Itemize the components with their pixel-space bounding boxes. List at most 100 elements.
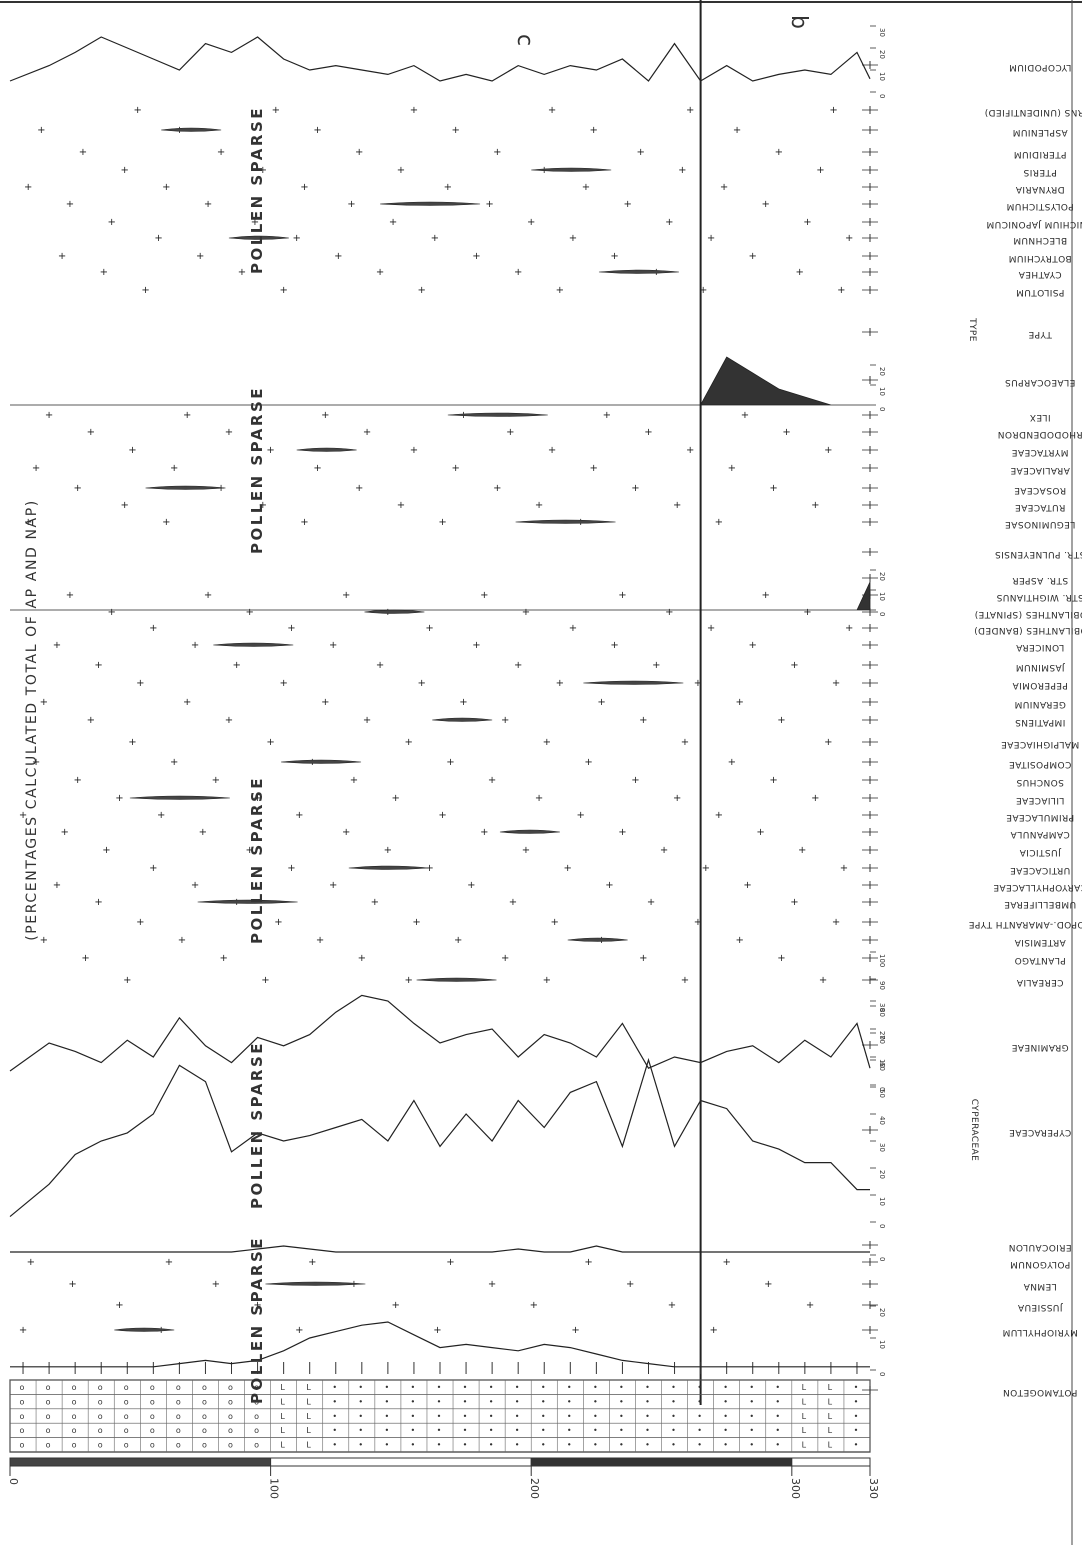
sparse-marker: + (775, 147, 783, 158)
sparse-marker: + (569, 233, 577, 244)
lithology-symbol: • (541, 1441, 546, 1450)
sparse-marker: + (259, 165, 267, 176)
lithology-symbol: • (671, 1397, 676, 1406)
lithology-symbol: • (411, 1383, 416, 1392)
lithology-symbol: o (98, 1412, 103, 1421)
sparse-marker: + (639, 953, 647, 964)
sparse-marker: + (162, 517, 170, 528)
taxon-label: ILEX (1029, 412, 1050, 422)
sparse-spindle (583, 680, 684, 685)
sparse-marker: + (170, 757, 178, 768)
sparse-marker: + (790, 660, 798, 671)
sparse-spindle (228, 235, 289, 240)
sparse-marker: + (292, 233, 300, 244)
scale-tick-label: 20 (878, 1308, 886, 1317)
lithology-symbol: o (150, 1426, 155, 1435)
sparse-marker: + (259, 500, 267, 511)
lithology-symbol: • (463, 1412, 468, 1421)
sparse-marker: + (358, 953, 366, 964)
sparse-marker: + (253, 793, 261, 804)
sparse-marker: + (845, 233, 853, 244)
lithology-symbol: • (463, 1426, 468, 1435)
sparse-marker: + (107, 217, 115, 228)
lithology-symbol: • (489, 1397, 494, 1406)
sparse-marker: + (501, 715, 509, 726)
lithology-symbol: • (437, 1383, 442, 1392)
sparse-spindle (145, 485, 226, 490)
taxon-label: CYPERACEAE (1009, 1127, 1071, 1137)
lithology-symbol: • (463, 1397, 468, 1406)
sparse-marker: + (782, 427, 790, 438)
taxon-label: STR. PULNEYENSIS (995, 549, 1082, 559)
sparse-marker: + (134, 105, 142, 116)
lithology-symbol: L (802, 1397, 807, 1406)
sparse-marker: + (115, 1300, 123, 1311)
group-label: POLLEN SPARSE (248, 106, 266, 274)
sparse-marker: + (749, 251, 757, 262)
lithology-symbol: • (358, 1412, 363, 1421)
lithology-symbol: o (176, 1412, 181, 1421)
lithology-symbol: L (280, 1397, 285, 1406)
sparse-marker: + (120, 165, 128, 176)
sparse-marker: + (603, 410, 611, 421)
scale-tick-label: 10 (878, 1340, 886, 1349)
sparse-marker: + (722, 1257, 730, 1268)
sparse-marker: + (32, 463, 40, 474)
lithology-symbol: • (411, 1397, 416, 1406)
sparse-marker: + (803, 607, 811, 618)
taxon-label: JUSTICIA (1019, 847, 1062, 857)
sparse-marker: + (535, 793, 543, 804)
sparse-marker: + (631, 483, 639, 494)
lithology-symbol: o (20, 1412, 25, 1421)
lithology-symbol: o (254, 1397, 259, 1406)
taxon-label: MYRIOPHYLLUM (1002, 1327, 1078, 1337)
lithology-symbol: L (828, 1412, 833, 1421)
sparse-marker: + (459, 697, 467, 708)
sparse-marker: + (321, 697, 329, 708)
scale-tick-label: 10 (878, 1197, 886, 1206)
sparse-marker: + (618, 827, 626, 838)
lithology-symbol: o (46, 1412, 51, 1421)
lithology-symbol: • (384, 1426, 389, 1435)
taxon-label: RHODODENDRON (997, 429, 1082, 439)
sparse-marker: + (467, 880, 475, 891)
sparse-marker: + (136, 678, 144, 689)
lithology-symbol: • (567, 1441, 572, 1450)
lithology-symbol: • (384, 1383, 389, 1392)
sparse-marker: + (321, 410, 329, 421)
sparse-marker: + (61, 827, 69, 838)
sparse-spindle (499, 829, 560, 834)
sparse-marker: + (45, 410, 53, 421)
sparse-marker: + (128, 445, 136, 456)
sparse-marker: + (644, 427, 652, 438)
sparse-marker: + (397, 500, 405, 511)
taxon-label: PLANTAGO (1014, 955, 1066, 965)
sparse-marker: + (287, 623, 295, 634)
sparse-marker: + (535, 500, 543, 511)
sparse-marker: + (405, 737, 413, 748)
lithology-symbol: o (124, 1441, 129, 1450)
lithology-symbol: • (332, 1397, 337, 1406)
sparse-marker: + (694, 917, 702, 928)
sparse-marker: + (681, 975, 689, 986)
sparse-marker: + (355, 483, 363, 494)
sparse-marker: + (769, 483, 777, 494)
sparse-marker: + (446, 757, 454, 768)
lithology-symbol: o (150, 1383, 155, 1392)
sparse-marker: + (728, 463, 736, 474)
sparse-marker: + (225, 427, 233, 438)
scale-tick-label: 0 (878, 1257, 886, 1261)
scale-tick-label: 30 (878, 28, 886, 37)
sparse-marker: + (668, 1300, 676, 1311)
taxon-label: MALPIGHIACEAE (1001, 739, 1079, 749)
lithology-symbol: o (20, 1426, 25, 1435)
sparse-marker: + (590, 463, 598, 474)
lithology-symbol: L (828, 1426, 833, 1435)
sparse-marker: + (741, 410, 749, 421)
sparse-marker: + (577, 810, 585, 821)
lithology-symbol: • (463, 1383, 468, 1392)
lithology-symbol: o (20, 1383, 25, 1392)
sparse-spindle (114, 1327, 175, 1332)
